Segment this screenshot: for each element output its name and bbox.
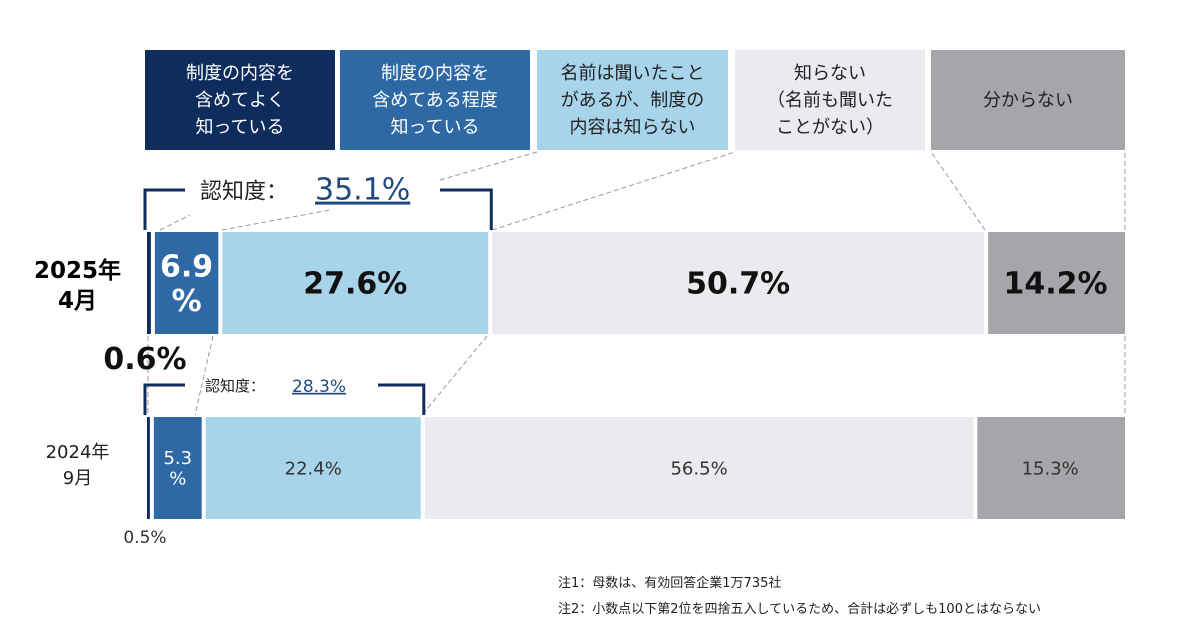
legend-unknown: 知らない （名前も聞いた ことがない） (735, 50, 925, 150)
legend-very-familiar: 制度の内容を 含めてよく 知っている (145, 50, 335, 150)
awareness-label: 認知度： (200, 179, 288, 204)
bar-segment (153, 417, 202, 519)
awareness-bracket (143, 188, 185, 230)
bar-segment (492, 232, 985, 334)
bar-segment (222, 232, 489, 334)
bar-segment (205, 417, 421, 519)
awareness-label: 認知度： (205, 377, 265, 395)
awareness-value: 28.3% (292, 377, 346, 397)
data-label: 0.6% (103, 342, 186, 377)
awareness-bracket (143, 383, 185, 415)
row-label-2024: 2024年 9月 (45, 442, 110, 489)
data-label: 27.6% (303, 267, 407, 302)
legend-name-only: 名前は聞いたこと があるが、制度の 内容は知らない (537, 50, 728, 150)
bar-segment (147, 232, 151, 334)
awareness-value: 35.1% (315, 173, 410, 208)
data-label: 0.5% (123, 528, 166, 548)
data-label: 15.3% (1022, 458, 1079, 479)
data-label: 5.3 (163, 448, 192, 469)
data-label: % (169, 469, 186, 490)
legend-somewhat-familiar: 制度の内容を 含めてある程度 知っている (340, 50, 530, 150)
connector-lines (147, 151, 1126, 416)
bar-segment (977, 417, 1125, 519)
awareness-bracket (378, 383, 426, 415)
data-label: 56.5% (670, 458, 727, 479)
row-label-2025: 2025年 4月 (33, 258, 121, 314)
legend-dont-know: 分からない (931, 50, 1125, 150)
bar-segment (424, 417, 974, 519)
data-label: 50.7% (686, 267, 790, 302)
bar-segment (988, 232, 1125, 334)
awareness-bracket (440, 188, 493, 230)
data-label: 22.4% (285, 458, 342, 479)
data-label: 14.2% (1004, 267, 1108, 302)
data-label: 6.9 (160, 249, 213, 284)
data-label: % (172, 284, 202, 319)
bar-segment (147, 417, 150, 519)
bar-segment (154, 232, 219, 334)
note-1: 注1：母数は、有効回答企業1万735社 (558, 576, 782, 591)
note-2: 注2：小数点以下第2位を四捨五入しているため、合計は必ずしも100とはならない (558, 602, 1041, 617)
